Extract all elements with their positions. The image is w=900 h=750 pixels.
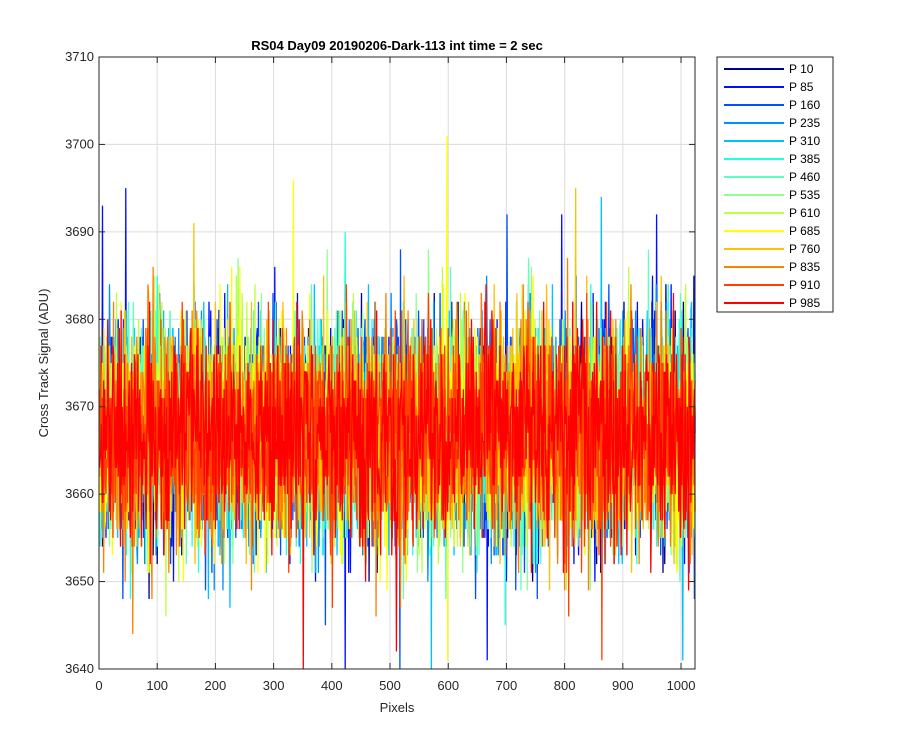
legend-label: P 385 bbox=[789, 152, 820, 166]
legend-label: P 310 bbox=[789, 134, 820, 148]
legend-label: P 460 bbox=[789, 170, 820, 184]
x-tick-label: 600 bbox=[437, 678, 459, 693]
chart-title: RS04 Day09 20190206-Dark-113 int time = … bbox=[251, 38, 543, 53]
y-axis-title: Cross Track Signal (ADU) bbox=[36, 289, 51, 438]
x-tick-label: 400 bbox=[321, 678, 343, 693]
y-tick-label: 3660 bbox=[65, 486, 94, 501]
legend-label: P 910 bbox=[789, 278, 820, 292]
legend-label: P 985 bbox=[789, 296, 820, 310]
y-tick-label: 3690 bbox=[65, 224, 94, 239]
x-tick-label: 900 bbox=[612, 678, 634, 693]
x-tick-label: 800 bbox=[554, 678, 576, 693]
legend-label: P 10 bbox=[789, 62, 814, 76]
x-axis-title: Pixels bbox=[380, 700, 415, 715]
x-tick-label: 1000 bbox=[667, 678, 696, 693]
x-tick-label: 700 bbox=[496, 678, 518, 693]
legend: P 10 P 85 P 160 P 235 P 310 P 385 P 460 P 535 P … bbox=[716, 56, 834, 313]
y-tick-label: 3650 bbox=[65, 574, 94, 589]
legend-label: P 535 bbox=[789, 188, 820, 202]
x-tick-label: 200 bbox=[205, 678, 227, 693]
legend-label: P 160 bbox=[789, 98, 820, 112]
y-tick-label: 3700 bbox=[65, 136, 94, 151]
y-tick-label: 3640 bbox=[65, 661, 94, 676]
legend-label: P 85 bbox=[789, 80, 814, 94]
y-tick-label: 3710 bbox=[65, 49, 94, 64]
axis-ticks: 0 100 200 300 400 500 600 700 800 900 1000 3640 3650… bbox=[65, 49, 695, 693]
legend-label: P 835 bbox=[789, 260, 820, 274]
legend-label: P 235 bbox=[789, 116, 820, 130]
x-tick-label: 100 bbox=[146, 678, 168, 693]
y-tick-label: 3680 bbox=[65, 311, 94, 326]
legend-label: P 610 bbox=[789, 206, 820, 220]
legend-label: P 685 bbox=[789, 224, 820, 238]
axes-box bbox=[98, 56, 696, 670]
x-tick-label: 500 bbox=[379, 678, 401, 693]
series-lines bbox=[98, 135, 696, 670]
x-tick-label: 300 bbox=[263, 678, 285, 693]
x-tick-label: 0 bbox=[95, 678, 102, 693]
legend-label: P 760 bbox=[789, 242, 820, 256]
y-tick-label: 3670 bbox=[65, 399, 94, 414]
series-line-p-985 bbox=[98, 284, 696, 670]
legend-box bbox=[716, 56, 834, 313]
